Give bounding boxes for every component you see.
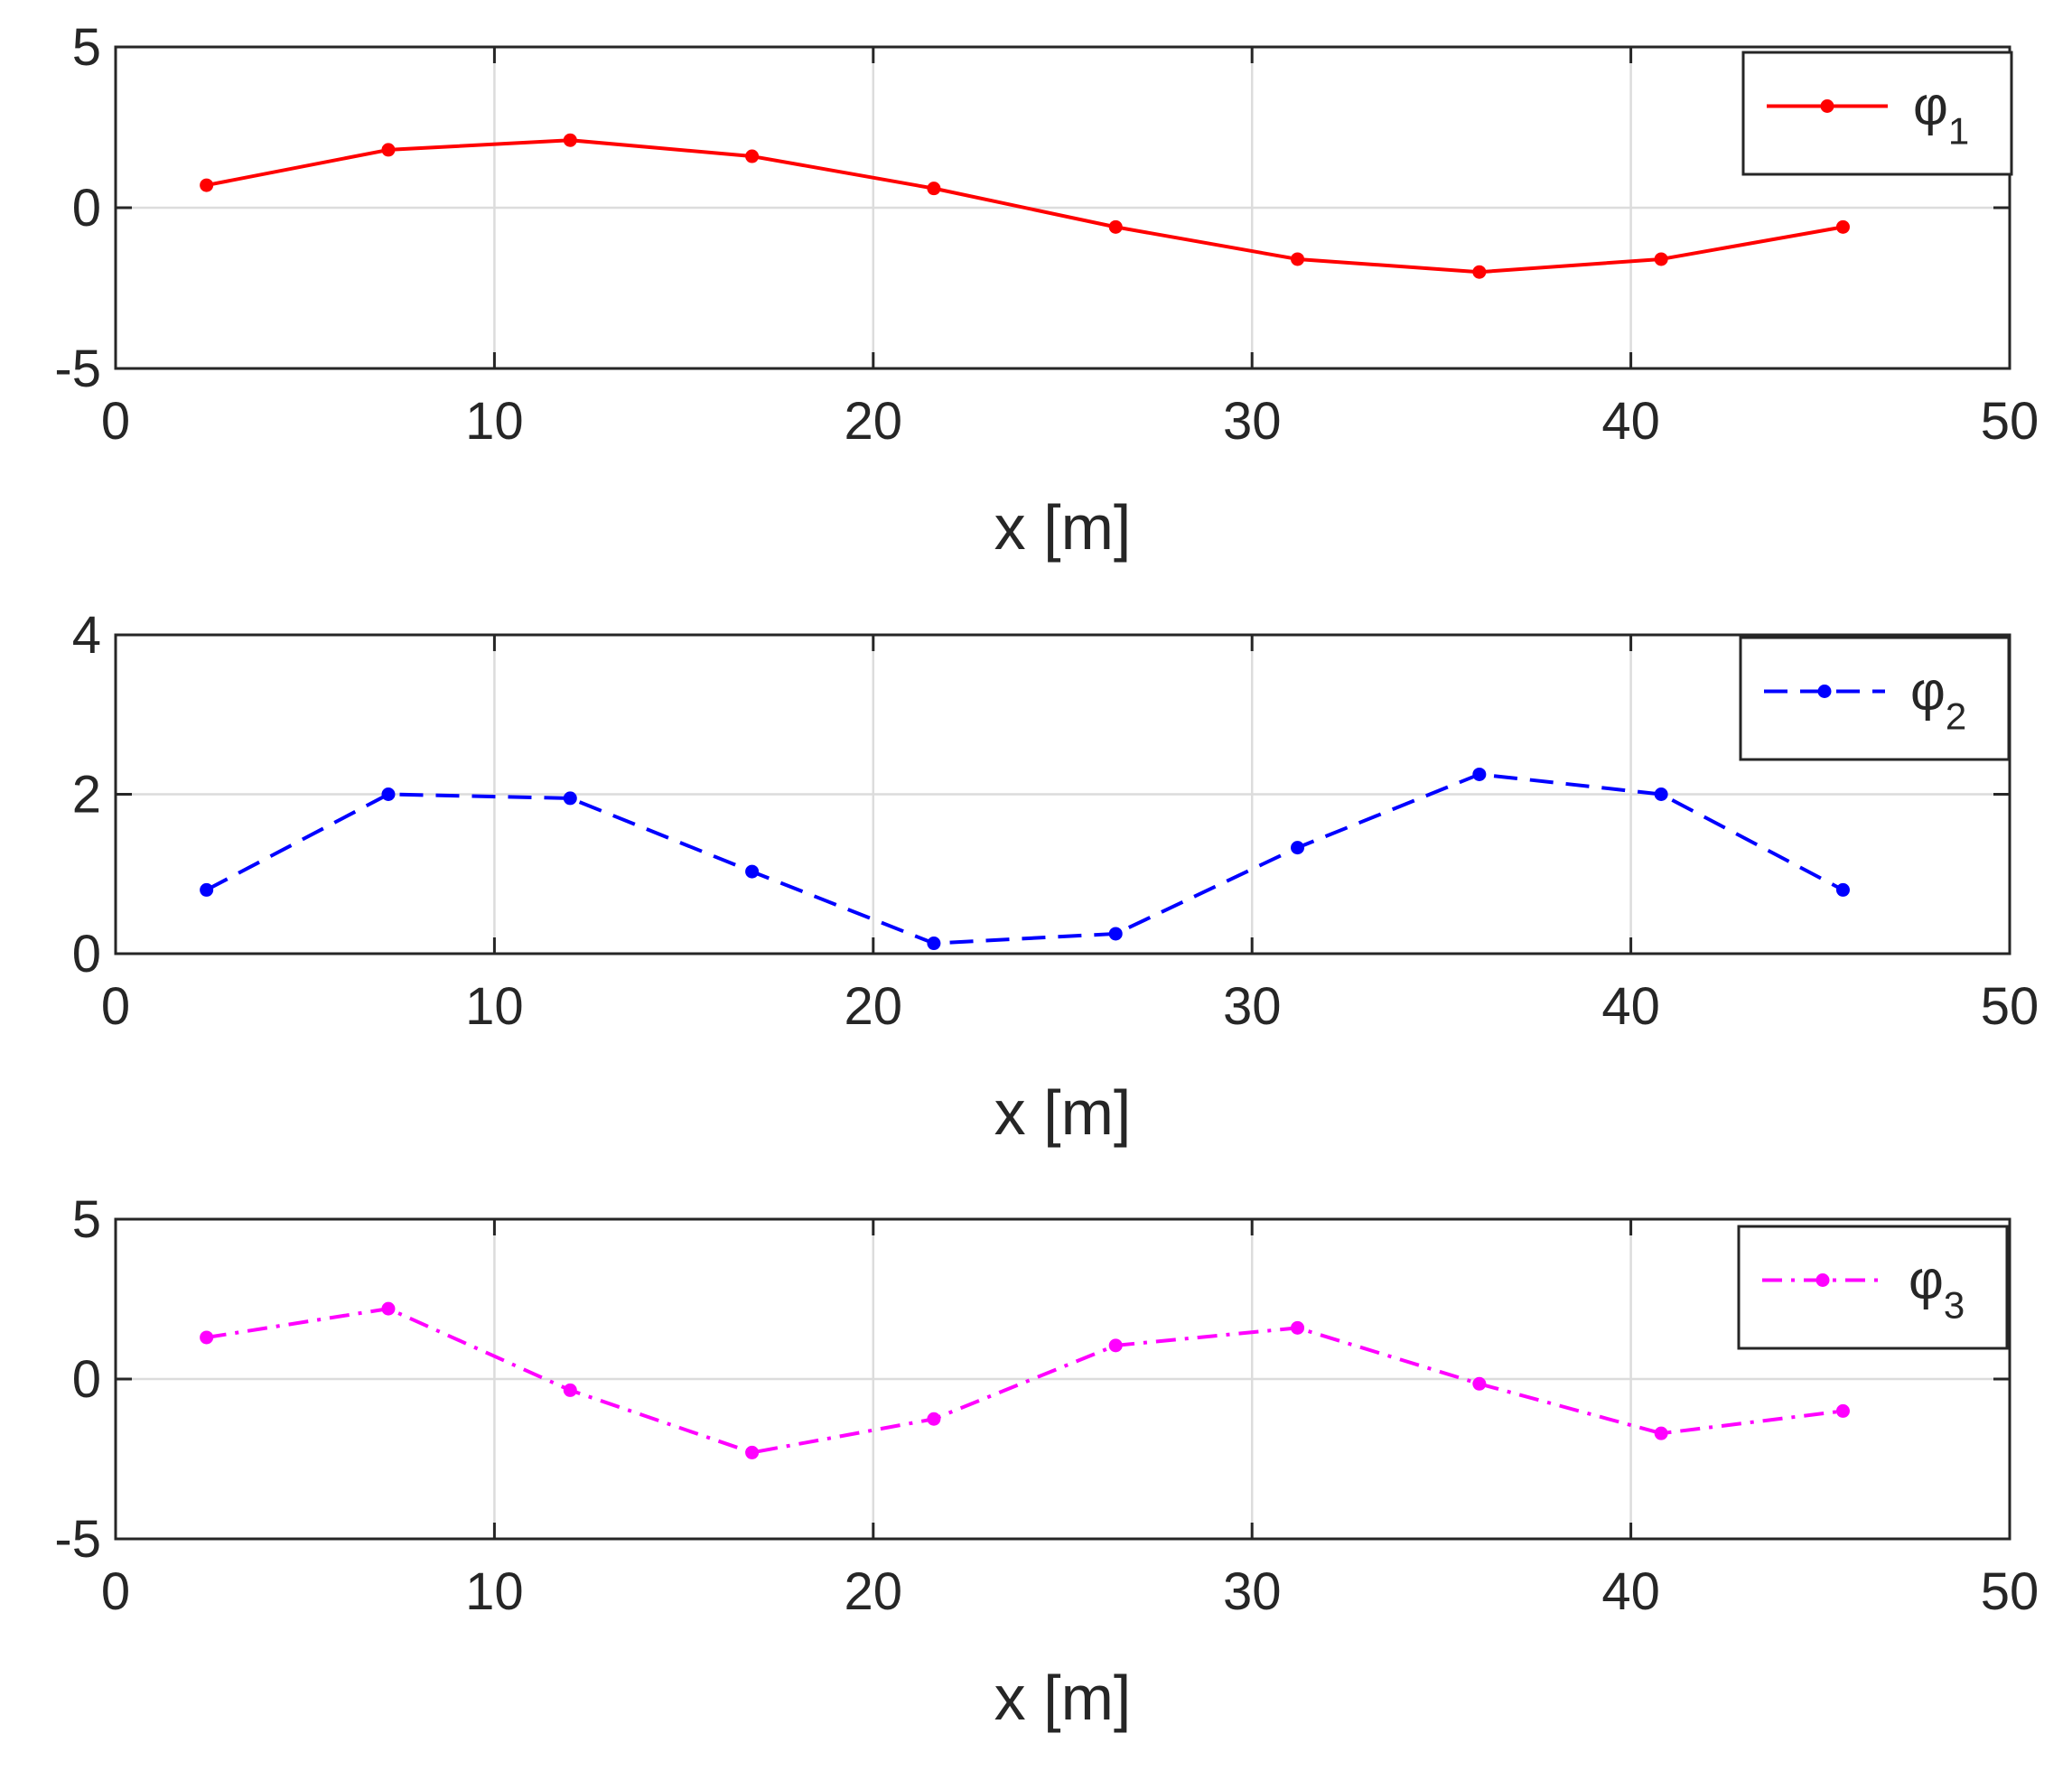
x-tick-label: 20 bbox=[845, 1562, 903, 1621]
legend-marker bbox=[1815, 1273, 1830, 1287]
x-tick-label: 50 bbox=[1981, 392, 2039, 451]
data-point bbox=[563, 791, 577, 806]
legend-marker bbox=[1817, 685, 1832, 698]
data-point bbox=[927, 937, 941, 951]
y-tick-label: 0 bbox=[72, 179, 101, 238]
data-point bbox=[381, 1301, 396, 1316]
legend-label-subscript: 1 bbox=[1948, 110, 1969, 153]
data-point bbox=[1291, 1320, 1305, 1335]
x-tick-label: 30 bbox=[1223, 1562, 1282, 1621]
x-tick-label: 10 bbox=[465, 977, 524, 1036]
y-tick-label: -5 bbox=[54, 340, 101, 398]
series-line bbox=[206, 138, 1843, 275]
y-tick-label: -5 bbox=[54, 1510, 101, 1569]
data-point bbox=[745, 864, 760, 879]
data-point bbox=[200, 882, 214, 897]
data-point bbox=[381, 787, 396, 801]
x-tick-label: 40 bbox=[1601, 977, 1660, 1036]
legend: φ2 bbox=[1739, 636, 2011, 761]
y-tick-label: 0 bbox=[72, 925, 101, 983]
legend-box bbox=[1739, 636, 2011, 761]
data-point bbox=[1654, 252, 1668, 266]
series-line bbox=[205, 772, 1844, 946]
data-point bbox=[745, 1445, 760, 1459]
data-point bbox=[200, 178, 214, 192]
x-tick-label: 30 bbox=[1223, 977, 1282, 1036]
data-point bbox=[1108, 1338, 1123, 1353]
x-tick-label: 40 bbox=[1601, 1562, 1660, 1621]
y-tick-label: 4 bbox=[72, 606, 101, 665]
data-point bbox=[381, 143, 396, 157]
data-point bbox=[1472, 1376, 1487, 1391]
data-point bbox=[1835, 219, 1850, 234]
data-point bbox=[563, 1383, 577, 1397]
x-tick-label: 0 bbox=[101, 977, 130, 1036]
legend-box bbox=[1741, 51, 2013, 176]
x-tick-label: 0 bbox=[101, 392, 130, 451]
series-line bbox=[206, 1307, 1843, 1455]
x-tick-label: 30 bbox=[1223, 392, 1282, 451]
data-point bbox=[1108, 927, 1123, 941]
legend: φ1 bbox=[1741, 51, 2013, 176]
y-tick-label: 0 bbox=[72, 1350, 101, 1409]
data-point bbox=[1291, 252, 1305, 266]
data-point bbox=[1108, 219, 1123, 234]
data-point bbox=[927, 1412, 941, 1426]
data-point bbox=[1291, 841, 1305, 855]
data-point bbox=[1654, 1426, 1668, 1440]
legend-label-symbol: φ bbox=[1913, 76, 1948, 136]
data-point bbox=[1654, 787, 1668, 801]
legend-label-subscript: 3 bbox=[1944, 1284, 1965, 1327]
data-point bbox=[200, 1330, 214, 1345]
legend-label: φ2 bbox=[1910, 661, 1966, 738]
y-tick-label: 5 bbox=[72, 1190, 101, 1249]
x-tick-label: 50 bbox=[1981, 1562, 2039, 1621]
x-axis-label: x [m] bbox=[994, 492, 1132, 563]
data-point bbox=[1835, 1403, 1850, 1418]
legend-label-subscript: 2 bbox=[1946, 695, 1966, 738]
legend-label-symbol: φ bbox=[1909, 1250, 1944, 1310]
x-tick-label: 50 bbox=[1981, 977, 2039, 1036]
data-point bbox=[563, 133, 577, 147]
x-tick-label: 40 bbox=[1601, 392, 1660, 451]
legend-box bbox=[1737, 1225, 2009, 1350]
data-point bbox=[1472, 265, 1487, 279]
legend-label: φ3 bbox=[1909, 1250, 1965, 1327]
x-tick-label: 20 bbox=[845, 977, 903, 1036]
data-point bbox=[927, 182, 941, 196]
data-point bbox=[1835, 882, 1850, 897]
x-tick-label: 0 bbox=[101, 1562, 130, 1621]
y-tick-label: 5 bbox=[72, 18, 101, 77]
legend-label-symbol: φ bbox=[1910, 661, 1946, 722]
x-tick-label: 10 bbox=[465, 392, 524, 451]
x-tick-label: 20 bbox=[845, 392, 903, 451]
x-tick-label: 10 bbox=[465, 1562, 524, 1621]
data-point bbox=[745, 149, 760, 163]
legend-label: φ1 bbox=[1913, 76, 1969, 153]
y-tick-label: 2 bbox=[72, 766, 101, 825]
x-axis-label: x [m] bbox=[994, 1077, 1132, 1148]
legend: φ3 bbox=[1737, 1225, 2009, 1350]
legend-marker bbox=[1820, 99, 1834, 113]
x-axis-label: x [m] bbox=[994, 1663, 1132, 1733]
data-point bbox=[1472, 767, 1487, 781]
